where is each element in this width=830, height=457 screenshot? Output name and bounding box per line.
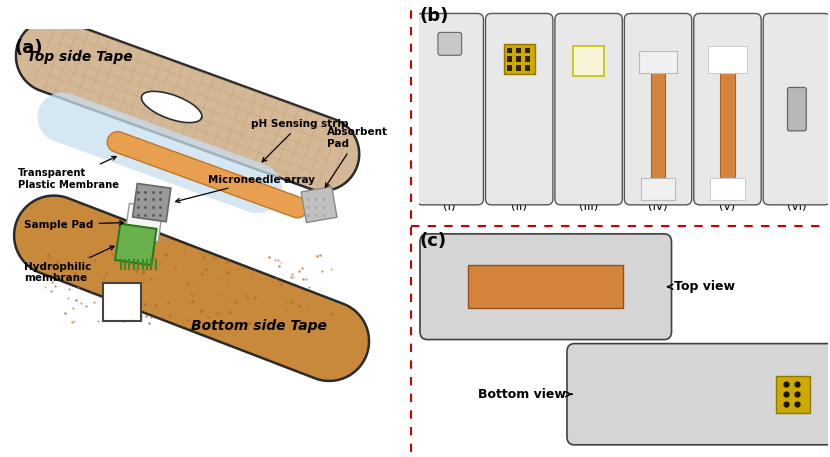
Bar xyxy=(506,65,512,71)
Polygon shape xyxy=(103,283,141,321)
FancyBboxPatch shape xyxy=(416,13,483,205)
Bar xyxy=(525,57,530,62)
Bar xyxy=(720,59,735,186)
Text: (c): (c) xyxy=(419,232,447,250)
Bar xyxy=(506,57,512,62)
Bar xyxy=(708,46,747,74)
FancyBboxPatch shape xyxy=(694,13,761,205)
Bar xyxy=(639,51,676,73)
Text: (b): (b) xyxy=(419,6,448,25)
FancyBboxPatch shape xyxy=(468,265,623,308)
Text: (iv): (iv) xyxy=(648,200,668,213)
Bar xyxy=(651,62,666,188)
Text: Top view: Top view xyxy=(668,280,735,293)
Polygon shape xyxy=(133,183,171,222)
FancyBboxPatch shape xyxy=(420,234,671,340)
Text: Absorbent
Pad: Absorbent Pad xyxy=(325,127,388,187)
Text: Sample Pad: Sample Pad xyxy=(24,219,124,229)
Bar xyxy=(515,57,521,62)
Polygon shape xyxy=(107,132,308,218)
Polygon shape xyxy=(141,91,202,122)
FancyBboxPatch shape xyxy=(788,87,806,131)
Bar xyxy=(515,48,521,53)
FancyBboxPatch shape xyxy=(555,13,622,205)
Text: pH Sensing strip: pH Sensing strip xyxy=(251,119,349,162)
Text: (iii): (iii) xyxy=(579,200,598,213)
Polygon shape xyxy=(301,186,337,223)
Polygon shape xyxy=(14,196,369,381)
Text: Hydrophilic
membrane: Hydrophilic membrane xyxy=(24,246,114,283)
Bar xyxy=(641,178,675,200)
Polygon shape xyxy=(124,203,163,242)
Text: Transparent
Plastic Membrane: Transparent Plastic Membrane xyxy=(18,156,120,190)
Text: (vi): (vi) xyxy=(787,200,807,213)
Text: Bottom side Tape: Bottom side Tape xyxy=(192,319,327,333)
Polygon shape xyxy=(16,19,359,191)
FancyBboxPatch shape xyxy=(567,344,830,445)
Bar xyxy=(710,178,745,200)
FancyBboxPatch shape xyxy=(624,13,691,205)
Bar xyxy=(525,48,530,53)
Bar xyxy=(573,46,604,76)
Text: (i): (i) xyxy=(443,200,457,213)
Text: Microneedle array: Microneedle array xyxy=(176,175,315,202)
Polygon shape xyxy=(115,224,157,265)
Bar xyxy=(504,44,535,74)
Bar xyxy=(506,48,512,53)
FancyBboxPatch shape xyxy=(486,13,553,205)
Text: (ii): (ii) xyxy=(511,200,527,213)
FancyBboxPatch shape xyxy=(438,32,461,55)
Text: (a): (a) xyxy=(14,39,43,57)
Bar xyxy=(776,376,809,413)
Text: Top side Tape: Top side Tape xyxy=(27,50,133,64)
Bar xyxy=(515,65,521,71)
Bar xyxy=(525,65,530,71)
Text: Bottom view: Bottom view xyxy=(478,388,572,401)
FancyBboxPatch shape xyxy=(764,13,830,205)
Text: (v): (v) xyxy=(720,200,735,213)
Polygon shape xyxy=(37,92,282,213)
